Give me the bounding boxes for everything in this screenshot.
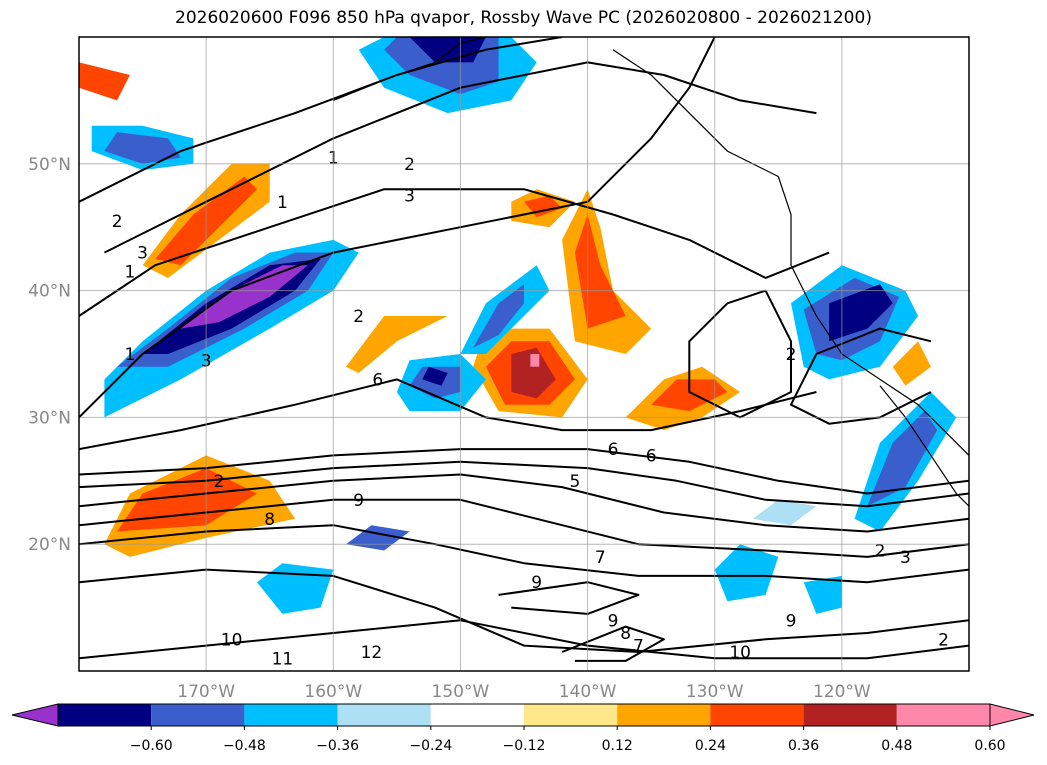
y-tick-label: 30°N <box>28 408 71 428</box>
contour-line <box>79 473 969 533</box>
shaded-region <box>562 189 652 354</box>
shaded-region <box>651 379 728 412</box>
colorbar-tick-label: −0.60 <box>130 738 173 754</box>
colorbar-tick-label: −0.24 <box>409 738 452 754</box>
contour-label: 6 <box>646 446 657 466</box>
shaded-region <box>79 62 130 101</box>
contour-label: 1 <box>124 345 135 365</box>
contour-label: 3 <box>137 244 148 264</box>
contour-label: 7 <box>595 548 606 568</box>
contour-line <box>498 581 640 615</box>
colorbar-tick-label: 0.24 <box>695 738 726 754</box>
shaded-region <box>117 468 257 532</box>
contour-label: 2 <box>938 630 949 650</box>
contour-label: 9 <box>531 573 542 593</box>
y-tick-label: 50°N <box>28 155 71 175</box>
colorbar-box <box>710 704 804 726</box>
contour-label: 2 <box>353 307 364 327</box>
contour-line <box>79 188 830 317</box>
contour-label: 10 <box>729 643 751 663</box>
colorbar-box <box>244 704 338 726</box>
contour-label: 2 <box>875 542 886 562</box>
colorbar: −0.60 −0.48 −0.36 −0.24 −0.12 0.12 0.24 0.36 0.4… <box>11 703 1035 754</box>
shaded-region <box>530 354 540 367</box>
contour-label: 9 <box>608 611 619 631</box>
contour-label: 9 <box>786 611 797 631</box>
x-tick-label: 160°W <box>304 682 362 702</box>
colorbar-box <box>337 704 431 726</box>
colorbar-tick-label: −0.48 <box>223 738 266 754</box>
contour-label: 11 <box>272 649 294 669</box>
contour-label: 3 <box>404 187 415 207</box>
x-tick-label: 130°W <box>686 682 744 702</box>
plot-frame <box>78 36 970 672</box>
colorbar-box <box>430 704 524 726</box>
contour-label: 8 <box>264 510 275 530</box>
colorbar-box <box>524 704 618 726</box>
contour-line <box>103 61 817 254</box>
colorbar-box <box>617 704 711 726</box>
contour-label: 5 <box>569 472 580 492</box>
contour-line <box>79 498 969 558</box>
shaded-region <box>346 316 448 373</box>
contour-label: 10 <box>221 630 243 650</box>
shaded-region <box>829 284 893 342</box>
contour-label: 1 <box>124 263 135 283</box>
colorbar-extend-low <box>11 703 59 727</box>
coastline <box>612 49 969 456</box>
coastline <box>333 37 487 101</box>
x-tick-label: 150°W <box>432 682 490 702</box>
colorbar-box <box>151 704 245 726</box>
contour-label: 12 <box>361 643 383 663</box>
contour-label: 2 <box>213 472 224 492</box>
contour-label: 2 <box>112 212 123 232</box>
colorbar-box <box>803 704 897 726</box>
contour-label: 2 <box>786 345 797 365</box>
shaded-region <box>803 575 842 614</box>
contour-label: 9 <box>353 491 364 511</box>
chart-title: 2026020600 F096 850 hPa qvapor, Rossby W… <box>175 8 872 28</box>
y-tick-label: 20°N <box>28 535 71 555</box>
shaded-region <box>104 132 181 164</box>
contour-line <box>79 619 969 660</box>
shaded-region <box>752 499 817 526</box>
contour-label: 7 <box>633 637 644 657</box>
x-tick-label: 120°W <box>813 682 871 702</box>
colorbar-tick-label: −0.12 <box>503 738 546 754</box>
contour-label: 2 <box>404 155 415 175</box>
shaded-region <box>257 563 334 614</box>
colorbar-tick-label: 0.36 <box>788 738 819 754</box>
contour-label: 3 <box>900 548 911 568</box>
contour-label: 6 <box>608 440 619 460</box>
contour-line <box>561 625 665 662</box>
shaded-region <box>867 411 938 507</box>
contour-line <box>79 37 563 203</box>
colorbar-box <box>896 704 990 726</box>
colorbar-box <box>58 704 152 726</box>
colorbar-tick-label: 0.12 <box>602 738 633 754</box>
coastline <box>879 385 969 507</box>
shaded-region <box>714 544 779 602</box>
contour-line <box>79 524 969 584</box>
shaded-region <box>511 347 556 399</box>
x-tick-label: 170°W <box>177 682 235 702</box>
x-tick-label: 140°W <box>559 682 617 702</box>
shaded-region <box>180 265 308 329</box>
contour-line <box>79 568 969 653</box>
colorbar-tick-label: −0.36 <box>316 738 359 754</box>
shaded-region <box>422 366 448 386</box>
colorbar-tick-label: 0.48 <box>881 738 912 754</box>
contour-label: 1 <box>277 193 288 213</box>
shaded-region <box>892 341 931 386</box>
colorbar-tick-label: 0.60 <box>974 738 1005 754</box>
shaded-region <box>473 284 524 348</box>
contour-label: 8 <box>620 624 631 644</box>
contour-label: 6 <box>372 370 383 390</box>
colorbar-extend-high <box>989 703 1035 727</box>
y-tick-label: 40°N <box>28 282 71 302</box>
